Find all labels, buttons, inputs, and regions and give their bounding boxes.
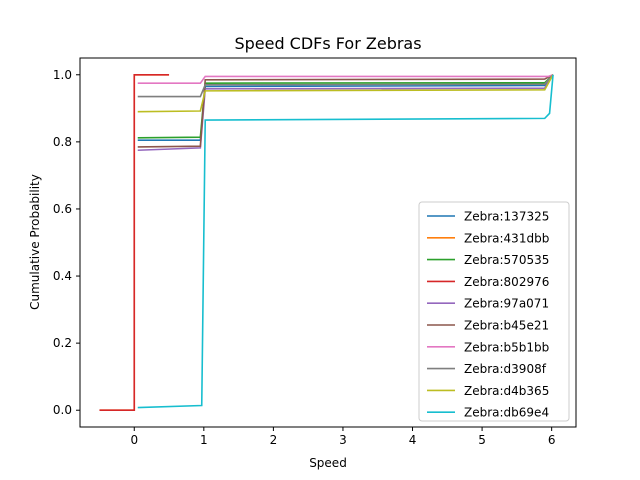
series-line-3 [99, 73, 170, 412]
plot-frame [79, 57, 577, 428]
y-tick-label: 0.0 [53, 403, 72, 417]
legend-entry-label: Zebra:97a071 [464, 297, 549, 311]
x-tick-label: 5 [478, 433, 486, 447]
series-line-7 [137, 74, 554, 98]
y-axis-label: Cumulative Probability [28, 174, 42, 310]
y-tick-label: 1.0 [53, 68, 72, 82]
legend-entry-label: Zebra:802976 [464, 275, 549, 289]
x-tick-label: 4 [409, 433, 417, 447]
series-line-9 [137, 74, 554, 409]
legend-entry-label: Zebra:d3908f [464, 362, 547, 376]
legend-entry-label: Zebra:b45e21 [464, 319, 549, 333]
legend: Zebra:137325 Zebra:431dbb Zebra:570535 Zebr… [418, 201, 570, 422]
x-tick-label: 0 [130, 433, 138, 447]
x-axis-label: Speed [309, 456, 347, 470]
series-line-8 [137, 74, 554, 113]
axes: 0 1 2 3 4 5 6 0.0 0.2 0.4 0.6 0.8 1.0 [53, 57, 577, 447]
series-line-5 [137, 74, 554, 148]
legend-entry-label: Zebra:431dbb [464, 231, 549, 245]
y-tick-label: 0.4 [53, 269, 72, 283]
legend-entry-label: Zebra:b5b1bb [464, 340, 549, 354]
chart-title: Speed CDFs For Zebras [234, 34, 421, 53]
legend-entry-label: Zebra:db69e4 [464, 406, 549, 420]
x-tick-label: 6 [548, 433, 556, 447]
x-tick-label: 1 [200, 433, 208, 447]
legend-entry-label: Zebra:570535 [464, 253, 549, 267]
y-tick-label: 0.6 [53, 202, 72, 216]
series-line-6 [137, 74, 554, 84]
plot-lines [99, 73, 554, 412]
legend-entry-label: Zebra:137325 [464, 210, 549, 224]
y-tick-label: 0.8 [53, 135, 72, 149]
x-tick-label: 3 [339, 433, 347, 447]
y-tick-label: 0.2 [53, 336, 72, 350]
x-tick-label: 2 [270, 433, 278, 447]
legend-entry-label: Zebra:d4b365 [464, 384, 549, 398]
legend-box [418, 201, 570, 422]
